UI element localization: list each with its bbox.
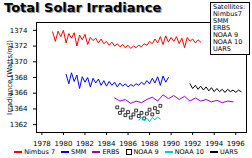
svg-text:1988: 1988 (141, 140, 159, 146)
html-text:UARS: UARS (219, 148, 238, 156)
html-text:UARS: UARS (213, 45, 231, 53)
svg-text:1982: 1982 (76, 140, 94, 146)
html-text:NOAA 9: NOAA 9 (213, 31, 239, 39)
svg-text:1366: 1366 (9, 89, 28, 98)
svg-text:1994: 1994 (205, 140, 223, 146)
html-text:ERBS: ERBS (102, 148, 120, 156)
html-text:Nimbus 7: Nimbus 7 (24, 148, 55, 156)
svg-text:Irradiance (Watts/m²): Irradiance (Watts/m²) (6, 40, 14, 115)
svg-text:1364: 1364 (9, 105, 28, 114)
svg-text:1372: 1372 (9, 42, 28, 51)
svg-text:1978: 1978 (33, 140, 51, 146)
html-text:Nimbus7: Nimbus7 (213, 10, 242, 18)
html-text:NOAA 10: NOAA 10 (213, 38, 243, 46)
html-text:ERBS: ERBS (213, 24, 231, 32)
svg-text:1986: 1986 (119, 140, 137, 146)
svg-text:1992: 1992 (184, 140, 202, 146)
html-text:Satellites:: Satellites: (213, 3, 246, 11)
svg-text:1368: 1368 (9, 73, 28, 82)
html-text:NOAA 9: NOAA 9 (133, 148, 159, 156)
svg-text:1980: 1980 (55, 140, 73, 146)
html-text:SMM: SMM (71, 148, 87, 156)
svg-text:1984: 1984 (98, 140, 116, 146)
html-text:NOAA 10: NOAA 10 (174, 148, 204, 156)
svg-text:1990: 1990 (162, 140, 180, 146)
html-text:Total Solar Irradiance: Total Solar Irradiance (4, 0, 162, 15)
svg-text:1374: 1374 (10, 27, 28, 35)
html-text:SMM: SMM (213, 17, 229, 25)
svg-text:1370: 1370 (9, 58, 28, 66)
svg-text:1362: 1362 (10, 121, 28, 129)
svg-text:1996: 1996 (227, 140, 245, 146)
